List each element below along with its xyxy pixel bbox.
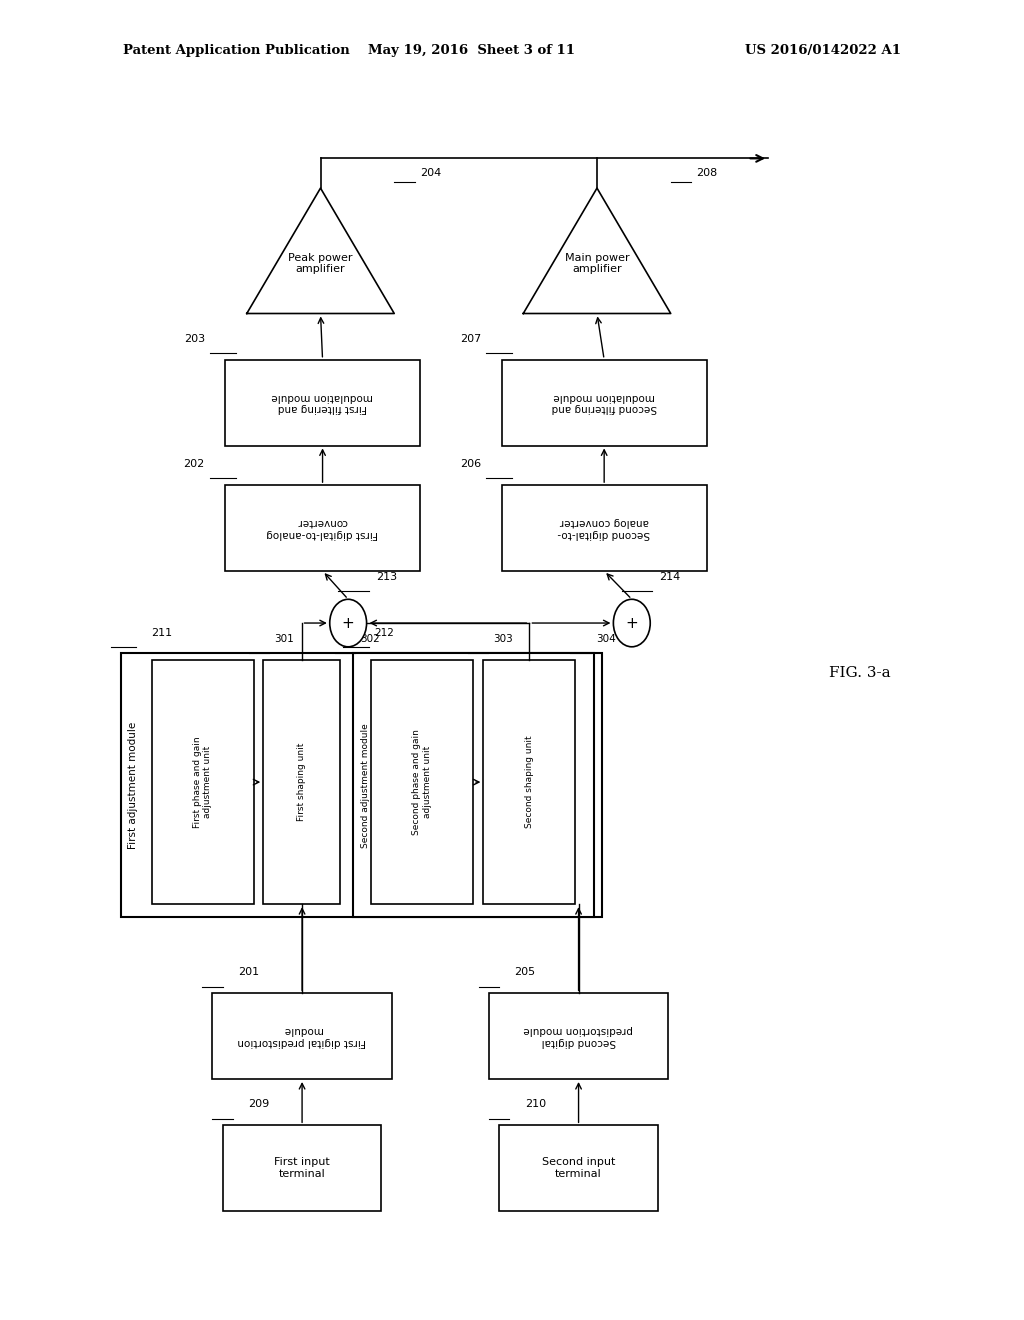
Text: 212: 212: [374, 627, 393, 638]
Text: 213: 213: [376, 572, 397, 582]
Bar: [502, 484, 707, 570]
Text: 204: 204: [420, 168, 441, 177]
Text: 206: 206: [460, 459, 481, 469]
Text: 303: 303: [494, 634, 513, 644]
Text: 209: 209: [248, 1100, 269, 1109]
Bar: [371, 660, 473, 904]
Text: Second digital
predistortion module: Second digital predistortion module: [523, 1026, 634, 1047]
Text: 214: 214: [659, 572, 681, 582]
Text: Second filtering and
modulation module: Second filtering and modulation module: [552, 392, 656, 413]
Text: FIG. 3-a: FIG. 3-a: [829, 667, 891, 680]
Text: Second digital-to-
analog converter: Second digital-to- analog converter: [558, 517, 650, 539]
Text: Second shaping unit: Second shaping unit: [525, 735, 534, 829]
Bar: [225, 484, 420, 570]
Text: 304: 304: [596, 634, 615, 644]
Text: First digital-to-analog
converter: First digital-to-analog converter: [266, 517, 379, 539]
Text: +: +: [626, 615, 638, 631]
Text: Peak power
amplifier: Peak power amplifier: [289, 252, 352, 275]
Text: May 19, 2016  Sheet 3 of 11: May 19, 2016 Sheet 3 of 11: [368, 44, 574, 57]
Text: First filtering and
modulation module: First filtering and modulation module: [271, 392, 374, 413]
Text: 210: 210: [524, 1100, 546, 1109]
Text: 205: 205: [514, 968, 536, 977]
Text: Patent Application Publication: Patent Application Publication: [123, 44, 349, 57]
Bar: [213, 993, 391, 1080]
Text: 207: 207: [460, 334, 481, 343]
Text: Second adjustment module: Second adjustment module: [361, 723, 370, 847]
Bar: [222, 1125, 381, 1212]
Text: First input
terminal: First input terminal: [274, 1158, 330, 1179]
Text: 201: 201: [238, 968, 259, 977]
Text: 301: 301: [274, 634, 294, 644]
Text: 202: 202: [183, 459, 205, 469]
Text: First adjustment module: First adjustment module: [128, 722, 138, 849]
Circle shape: [613, 599, 650, 647]
Text: 211: 211: [152, 627, 173, 638]
Text: First phase and gain
adjustment unit: First phase and gain adjustment unit: [194, 737, 212, 828]
Text: 203: 203: [183, 334, 205, 343]
Bar: [353, 653, 594, 917]
Bar: [263, 660, 340, 904]
Circle shape: [330, 599, 367, 647]
Text: First digital predistortion
module: First digital predistortion module: [238, 1026, 367, 1047]
Bar: [502, 359, 707, 446]
Bar: [488, 993, 668, 1080]
Text: Main power
amplifier: Main power amplifier: [564, 252, 630, 275]
Bar: [483, 660, 575, 904]
Text: Second input
terminal: Second input terminal: [542, 1158, 615, 1179]
Bar: [121, 653, 602, 917]
Text: First shaping unit: First shaping unit: [297, 743, 306, 821]
Bar: [225, 359, 420, 446]
Text: Second phase and gain
adjustment unit: Second phase and gain adjustment unit: [413, 729, 431, 836]
Bar: [499, 1125, 657, 1212]
Bar: [152, 660, 254, 904]
Text: 208: 208: [696, 168, 718, 177]
Text: +: +: [342, 615, 354, 631]
Text: US 2016/0142022 A1: US 2016/0142022 A1: [745, 44, 901, 57]
Text: 302: 302: [360, 634, 380, 644]
